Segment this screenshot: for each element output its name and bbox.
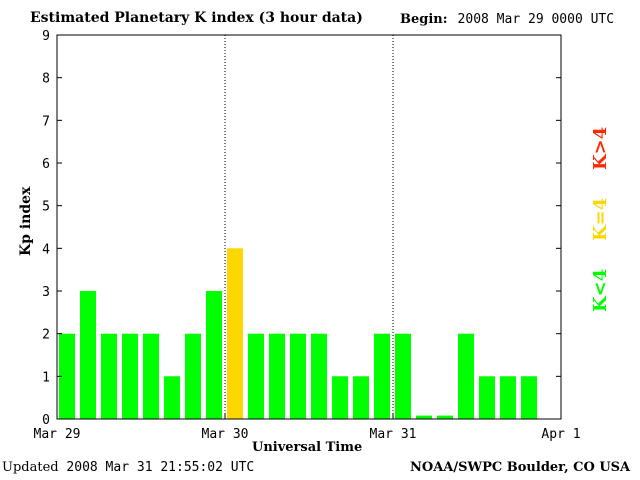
kp-bar <box>227 248 243 419</box>
y-tick-label: 5 <box>42 200 50 215</box>
x-tick-label: Mar 31 <box>370 427 417 442</box>
kp-bar <box>101 333 117 419</box>
kp-bar <box>122 333 138 419</box>
kp-bar <box>290 333 306 419</box>
legend-k-equals-4: K=4 <box>590 197 611 241</box>
begin-info: Begin: 2008 Mar 29 0000 UTC <box>400 12 614 27</box>
x-tick-label: Mar 30 <box>202 427 249 442</box>
kp-bar <box>437 415 453 419</box>
kp-bar <box>59 333 75 419</box>
begin-value: 2008 Mar 29 0000 UTC <box>457 12 615 27</box>
kp-bar <box>332 376 348 419</box>
kp-bar <box>521 376 537 419</box>
updated-value: 2008 Mar 31 21:55:02 UTC <box>66 460 255 475</box>
x-axis-label: Universal Time <box>252 440 363 455</box>
kp-bar <box>269 333 285 419</box>
y-tick-label: 9 <box>42 29 50 44</box>
begin-label: Begin: <box>400 12 448 27</box>
kp-bar <box>353 376 369 419</box>
y-tick-label: 1 <box>42 370 50 385</box>
y-tick-label: 7 <box>42 114 50 129</box>
y-tick-label: 3 <box>42 285 50 300</box>
plot-frame <box>56 34 562 420</box>
kp-bar <box>416 415 432 419</box>
kp-bar <box>248 333 264 419</box>
kp-bar <box>164 376 180 419</box>
legend-k-below-4: K<4 <box>590 268 611 312</box>
kp-bar <box>479 376 495 419</box>
kp-bar <box>185 333 201 419</box>
y-tick-label: 0 <box>42 413 50 428</box>
kp-bar <box>374 333 390 419</box>
y-tick-label: 6 <box>42 157 50 172</box>
chart-title: Estimated Planetary K index (3 hour data… <box>30 10 363 26</box>
kp-bar <box>395 333 411 419</box>
kp-bar <box>143 333 159 419</box>
updated-info: Updated 2008 Mar 31 21:55:02 UTC <box>2 460 254 475</box>
kp-bar <box>458 333 474 419</box>
kp-bar <box>500 376 516 419</box>
x-tick-label: Apr 1 <box>541 427 580 442</box>
credit-text: NOAA/SWPC Boulder, CO USA <box>410 460 631 475</box>
kp-bar <box>206 291 222 419</box>
x-tick-label: Mar 29 <box>34 427 81 442</box>
kp-bar <box>80 291 96 419</box>
y-tick-label: 2 <box>42 328 50 343</box>
legend-k-above-4: K>4 <box>590 126 611 170</box>
y-axis-label: Kp index <box>18 186 34 256</box>
updated-label: Updated <box>2 460 59 475</box>
y-tick-label: 8 <box>42 72 50 87</box>
y-tick-label: 4 <box>42 242 50 257</box>
kp-bar <box>311 333 327 419</box>
